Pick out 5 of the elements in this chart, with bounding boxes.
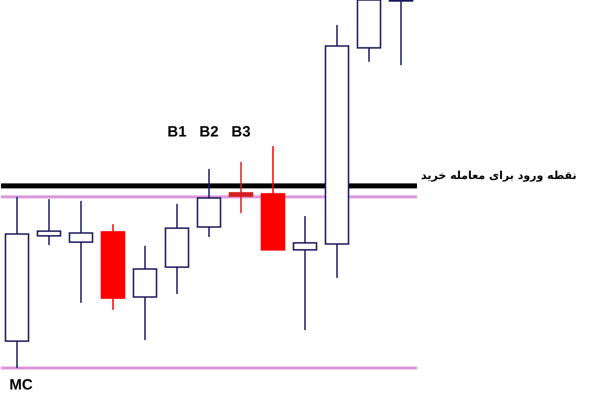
text: MC — [9, 376, 33, 394]
ref-line-label: نقطه ورود برای معامله خرید — [421, 169, 577, 182]
annotation: B2 — [199, 123, 219, 140]
annotation: B3 — [231, 123, 251, 140]
annotation: B1 — [167, 123, 187, 140]
